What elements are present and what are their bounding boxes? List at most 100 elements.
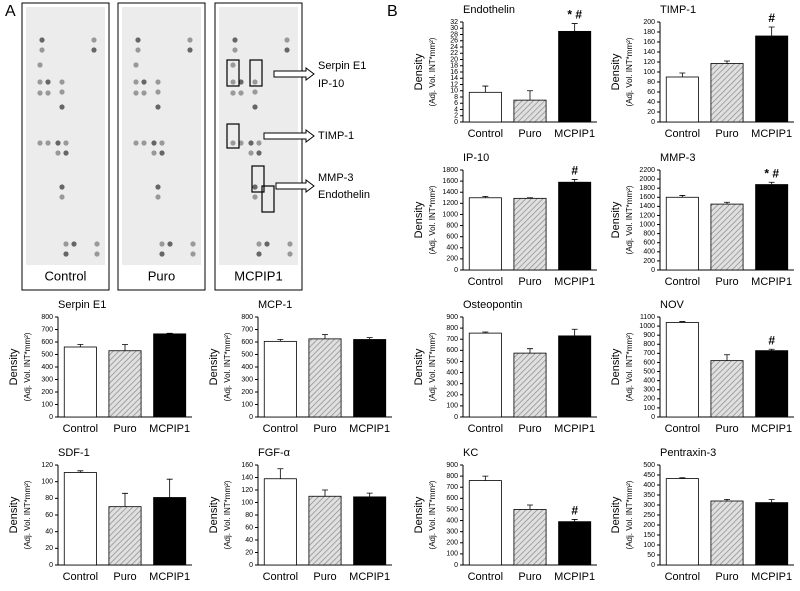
y-tick-label: 700: [41, 326, 53, 333]
y-tick-label: 800: [241, 314, 253, 321]
y-tick-label: 2: [454, 113, 458, 120]
y-tick-label: 1400: [639, 203, 655, 210]
chart-title: NOV: [660, 299, 685, 311]
y-tick-label: 12: [450, 81, 458, 88]
y-tick-label: 200: [446, 540, 458, 547]
significance-label: * #: [567, 8, 582, 22]
x-tick-label: Control: [665, 423, 700, 435]
error-bar: [482, 85, 489, 93]
y-tick-label: 700: [241, 326, 253, 333]
y-tick-label: 140: [241, 474, 253, 481]
panel-label: A: [5, 3, 16, 20]
x-tick-label: Control: [665, 128, 700, 140]
bar: [468, 91, 502, 123]
blot-spot: [190, 241, 196, 247]
y-tick-label: 300: [41, 376, 53, 383]
bar: [308, 495, 342, 566]
error-bar: [277, 339, 284, 342]
blot-spot: [59, 184, 65, 190]
y-tick-label: 60: [245, 524, 253, 531]
y-tick-label: 100: [446, 551, 458, 558]
x-tick-label: MCPIP1: [149, 423, 190, 435]
y-tick-label: 0: [249, 562, 253, 569]
blot-spot: [133, 79, 139, 85]
chart-title: Endothelin: [463, 4, 515, 16]
error-bar: [527, 348, 533, 354]
bar: [153, 497, 187, 566]
y-axis-label: Density: [610, 348, 622, 385]
blot-spot: [252, 79, 258, 85]
blot-label: MCPIP1: [234, 268, 282, 283]
bar: [665, 322, 699, 418]
y-tick-label: 28: [450, 31, 458, 38]
error-bar: [366, 492, 373, 497]
x-tick-label: Control: [63, 423, 98, 435]
error-bar: [482, 475, 489, 481]
significance-label: #: [571, 164, 578, 178]
y-tick-label: 400: [446, 369, 458, 376]
bar: [558, 181, 592, 271]
y-axis-sublabel: (Adj. Vol. INT*mm²): [23, 480, 32, 549]
blot-spot: [264, 241, 270, 247]
bar: [558, 335, 592, 418]
y-tick-label: 500: [41, 351, 53, 358]
y-tick-label: 22: [450, 50, 458, 57]
y-tick-label: 1000: [639, 323, 655, 330]
y-tick-label: 800: [41, 314, 53, 321]
y-tick-label: 400: [41, 364, 53, 371]
y-axis-label: Density: [208, 348, 220, 385]
y-tick-label: 500: [241, 351, 253, 358]
y-tick-label: 50: [647, 552, 655, 559]
x-tick-label: Puro: [715, 128, 738, 140]
blot-spot: [135, 37, 141, 43]
y-axis-label: Density: [610, 53, 622, 90]
y-tick-label: 600: [446, 234, 458, 241]
y-tick-label: 1800: [442, 167, 458, 174]
x-tick-label: MCPIP1: [554, 571, 595, 583]
blot-spot: [252, 194, 258, 200]
x-tick-label: Control: [263, 571, 298, 583]
y-tick-label: 200: [41, 389, 53, 396]
y-tick-label: 100: [446, 403, 458, 410]
bar: [755, 35, 789, 123]
blot-spot: [287, 251, 293, 257]
error-bar: [571, 519, 578, 522]
error-bar: [679, 72, 686, 77]
bar: [710, 63, 744, 123]
error-bar: [724, 499, 730, 501]
y-tick-label: 900: [446, 462, 458, 469]
bar: [468, 332, 502, 418]
x-tick-label: Control: [468, 423, 503, 435]
bar: [263, 478, 297, 566]
highlight-box: [226, 123, 240, 149]
error-bar: [724, 201, 730, 205]
y-tick-label: 200: [643, 396, 655, 403]
blot-spot: [59, 89, 65, 95]
blot-spot: [133, 90, 139, 96]
y-axis-sublabel: (Adj. Vol. INT*mm²): [625, 37, 634, 106]
y-tick-label: 1200: [639, 212, 655, 219]
blot-spot: [238, 90, 244, 96]
x-tick-label: Control: [665, 571, 700, 583]
y-axis-label: Density: [208, 496, 220, 533]
y-tick-label: 0: [454, 267, 458, 274]
bar: [353, 339, 387, 418]
error-bar: [322, 334, 328, 339]
blot-spot: [94, 241, 100, 247]
bar: [468, 197, 502, 271]
y-tick-label: 20: [245, 549, 253, 556]
blot-spot: [91, 47, 97, 53]
blot-annotation: Serpin E1: [318, 60, 366, 72]
blot-spot: [45, 79, 51, 85]
blot-spot: [141, 140, 147, 146]
error-bar: [77, 344, 84, 347]
x-tick-label: MCPIP1: [751, 571, 792, 583]
blot-spot: [252, 184, 258, 190]
chart-title: TIMP-1: [660, 4, 696, 16]
y-tick-label: 250: [643, 512, 655, 519]
blot-spot: [284, 47, 290, 53]
y-tick-label: 300: [241, 376, 253, 383]
highlight-box: [226, 59, 240, 87]
blot-spot: [37, 140, 43, 146]
blot-spot: [159, 251, 165, 257]
